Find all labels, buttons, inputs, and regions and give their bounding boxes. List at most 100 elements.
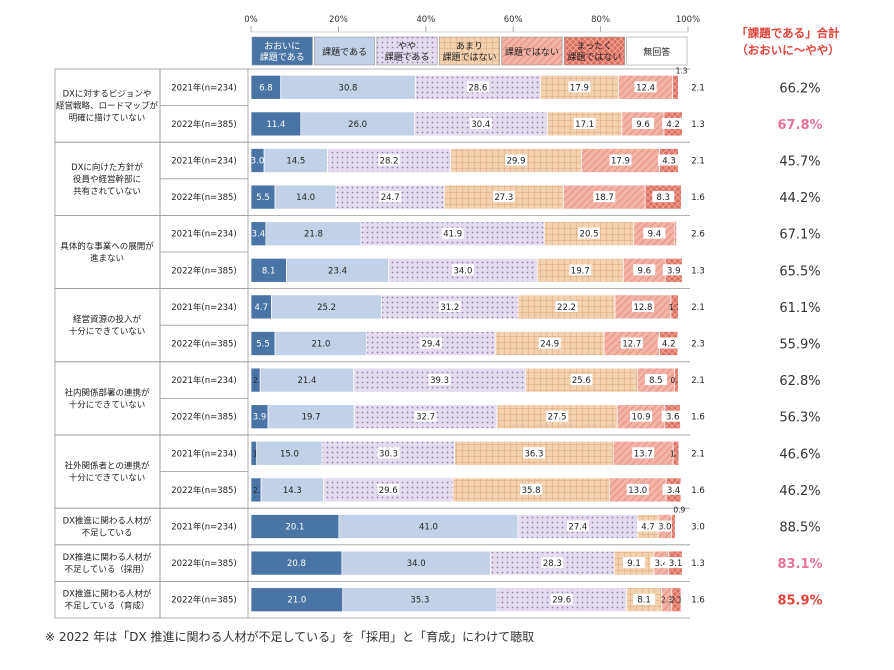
data-label: 9.6: [636, 120, 650, 130]
data-label: 10.9: [632, 413, 651, 423]
axis-tick-label: 20%: [329, 15, 348, 25]
category-label: DX推進に関わる人材が不足している: [63, 516, 152, 539]
data-label: 29.4: [422, 340, 441, 350]
data-label-bg: [438, 300, 461, 312]
data-label: 23.4: [328, 266, 347, 276]
legend-label-oooini: おおいに課題である: [260, 41, 305, 63]
bar-segment-mukaitou: [676, 221, 689, 247]
bar-segment-mattaku: [671, 514, 676, 539]
data-label-bg: [550, 593, 573, 605]
summary-header: 「課題である」合計 （おおいに～やや）: [732, 25, 844, 59]
data-label: 15.0: [280, 449, 299, 459]
bar-segment-mattaku: [672, 74, 679, 100]
data-label: 3.0: [691, 523, 705, 533]
bar-segment-kadai: [274, 184, 337, 210]
data-label-bg: [378, 154, 401, 166]
axis-tick-label: 40%: [416, 15, 435, 25]
data-label-bg: [662, 264, 685, 276]
data-label: 8.1: [637, 596, 651, 606]
data-label: 3.9: [253, 413, 267, 423]
data-label-bg: [637, 520, 660, 532]
bar-segment-oooini: [250, 184, 276, 210]
total-value: 61.1%: [779, 301, 820, 316]
data-label: 20.5: [580, 230, 599, 240]
data-label-bg: [573, 117, 596, 129]
data-label-bg: [541, 557, 564, 569]
data-label-bg: [520, 483, 543, 495]
data-label: 1.3: [691, 266, 705, 276]
data-label: 3.4: [667, 486, 681, 496]
data-label: 21.8: [304, 230, 323, 240]
data-label-bg: [570, 374, 593, 386]
category-label: 具体的な事業への展開が進まない: [60, 241, 154, 264]
category-label: 社外関係者との連携が十分にできていない: [65, 461, 150, 484]
data-label-bg: [633, 593, 656, 605]
data-label-bg: [593, 191, 616, 203]
data-label-bg: [546, 410, 569, 422]
data-label: 4.7: [255, 303, 269, 313]
data-label: 28.6: [468, 83, 487, 93]
data-label: 19.7: [302, 413, 321, 423]
legend-swatch-amari: [439, 36, 500, 66]
data-label-bg: [566, 520, 589, 532]
data-label: 25.2: [317, 303, 336, 313]
category-label: 経営資源の投入が十分にできていない: [69, 314, 146, 337]
legend-swatch-kadai: [314, 36, 376, 66]
bar-segment-mukaitou: [677, 331, 689, 356]
data-label-bg: [620, 337, 643, 349]
year-label: 2022年(n=385): [171, 412, 237, 423]
data-label: 4.2: [662, 340, 676, 350]
data-label-bg: [662, 483, 685, 495]
data-label-bg: [469, 117, 492, 129]
total-value: 65.5%: [779, 264, 820, 279]
data-label: 2.1: [691, 83, 705, 93]
bar-segment-mukaitou: [674, 514, 689, 539]
total-value: 67.1%: [779, 228, 820, 243]
legend-swatch-kadai-dewanai: [501, 36, 563, 66]
data-label: 30.3: [379, 449, 398, 459]
data-label: 14.0: [296, 193, 315, 203]
total-value: 56.3%: [779, 411, 820, 426]
data-label-bg: [428, 374, 451, 386]
data-label-bg: [630, 410, 653, 422]
data-label-bg: [451, 264, 474, 276]
data-label: 18.7: [595, 193, 614, 203]
data-label: 2.1: [691, 376, 705, 386]
data-label: 32.7: [416, 413, 435, 423]
legend-label-mukaitou: 無回答: [643, 46, 670, 58]
data-label-bg: [568, 81, 591, 93]
data-label-bg: [538, 337, 561, 349]
bar-segment-kadai: [338, 514, 519, 539]
year-label: 2021年(n=234): [171, 156, 237, 167]
data-label: 17.9: [611, 157, 630, 167]
data-label: 26.0: [348, 120, 367, 130]
data-label-bg: [420, 337, 443, 349]
bar-segment-kadai: [280, 74, 416, 100]
year-label: 2022年(n=385): [171, 485, 237, 496]
data-label-bg: [664, 557, 687, 569]
data-label-bg: [569, 264, 592, 276]
total-value: 55.9%: [779, 338, 820, 353]
data-label-bg: [634, 81, 657, 93]
data-label: 29.6: [552, 596, 571, 606]
year-label: 2022年(n=385): [171, 595, 237, 606]
total-value: 44.2%: [779, 191, 820, 206]
data-label: 2.1: [670, 596, 682, 605]
data-label: 35.8: [522, 486, 541, 496]
data-label: 11.4: [266, 120, 285, 130]
percent-axis: 0% 20% 40% 60% 80% 100%: [244, 15, 700, 33]
bar-segment-mukaitou: [678, 74, 688, 100]
data-label: 3.6: [666, 413, 680, 423]
total-value: 62.8%: [779, 374, 820, 389]
data-label: 12.8: [634, 303, 653, 313]
total-value: 46.6%: [779, 447, 820, 462]
data-label: 2.1: [691, 303, 705, 313]
year-label: 2022年(n=385): [171, 119, 237, 130]
bar-segment-mukaitou: [680, 477, 689, 503]
year-label: 2021年(n=234): [171, 82, 237, 93]
data-label-bg: [441, 227, 464, 239]
data-label: 3.9: [667, 266, 681, 276]
total-value: 45.7%: [779, 155, 820, 170]
data-label-bg: [633, 264, 656, 276]
